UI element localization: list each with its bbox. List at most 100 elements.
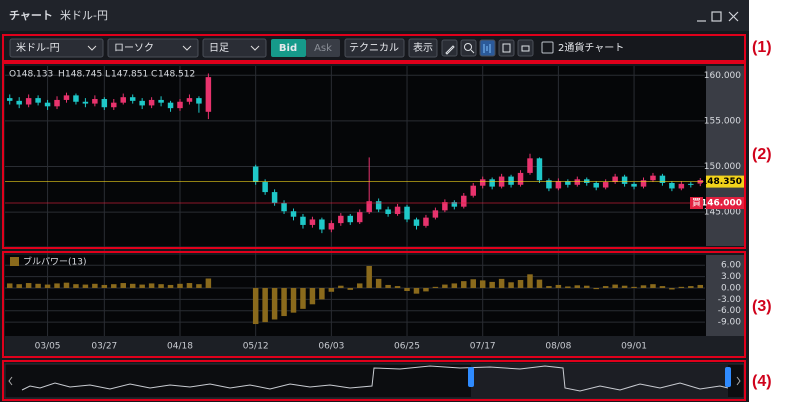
bar: [101, 284, 108, 288]
candle-body: [25, 98, 32, 105]
candle-body: [101, 99, 108, 108]
dual-chart-checkbox[interactable]: [541, 41, 554, 54]
ohlc-label: L: [105, 70, 110, 80]
bar: [186, 283, 193, 288]
candle-body: [120, 97, 126, 103]
style-text: ローソク: [114, 42, 154, 54]
window-controls[interactable]: [697, 11, 739, 22]
candle-body: [612, 176, 618, 183]
bar: [517, 280, 524, 288]
candle-body: [394, 206, 401, 214]
navigator-window[interactable]: [471, 365, 728, 397]
maximize[interactable]: [711, 11, 722, 22]
toolbar: 米ドル-円 ローソク 日足 Bid Ask テクニカル 表示 2: [9, 38, 624, 58]
y-tick-label: 155.000: [704, 116, 741, 126]
display-button[interactable]: [408, 38, 438, 58]
y-tick-label: -3.00: [718, 295, 742, 305]
ohlc-label: O: [9, 70, 16, 80]
print-tool[interactable]: [517, 39, 534, 57]
candle-body: [300, 216, 306, 225]
bar: [442, 284, 448, 288]
ohlc-label: H: [58, 70, 65, 80]
style-select[interactable]: [107, 38, 199, 58]
ask-button[interactable]: [306, 39, 340, 57]
bar: [73, 284, 79, 288]
candle-body: [356, 212, 363, 223]
candle-body: [517, 172, 524, 185]
window-subtitle: 米ドル-円: [60, 9, 108, 22]
candle-body: [366, 201, 372, 213]
candle-body: [669, 182, 675, 189]
y-tick-label: -9.00: [718, 318, 742, 328]
bar: [669, 287, 675, 290]
candle-body: [688, 183, 694, 185]
ohlc-value: 148.133: [16, 70, 53, 80]
technical-button[interactable]: [344, 38, 405, 58]
bar: [451, 283, 458, 288]
save-tool[interactable]: [498, 39, 515, 57]
ohlc-value: 148.512: [158, 70, 195, 80]
candle-body: [196, 98, 202, 104]
bar: [262, 287, 268, 323]
candle-body: [479, 179, 486, 186]
bar: [25, 283, 32, 288]
navigator-handle-left[interactable]: [468, 367, 474, 387]
candle-body: [35, 98, 41, 103]
x-tick-label: 06/25: [394, 342, 420, 352]
bar: [111, 284, 117, 288]
bar: [650, 284, 656, 288]
annotation-label: (1): [752, 39, 772, 56]
bar: [461, 281, 467, 288]
navigator-right-arrow[interactable]: [736, 376, 741, 386]
x-tick-label: 09/01: [621, 342, 647, 352]
candle-body: [177, 101, 183, 109]
zoom-tool[interactable]: [460, 39, 477, 57]
navigator-line: [21, 365, 729, 392]
candle-body: [328, 223, 335, 230]
draw-tool[interactable]: [441, 39, 458, 57]
bar: [593, 287, 599, 290]
bar: [281, 287, 287, 317]
navigator-left-arrow[interactable]: [8, 376, 13, 386]
annotation-box: [2, 34, 746, 62]
y-tick-label: 145.000: [704, 208, 741, 218]
bid-text: Bid: [279, 43, 297, 54]
chevron: [250, 45, 260, 51]
bar: [536, 279, 543, 288]
bar: [148, 283, 155, 288]
candle-body: [158, 99, 164, 103]
candle-body: [650, 175, 656, 181]
candle-body: [423, 217, 429, 226]
navigator-handle-right[interactable]: [725, 367, 731, 387]
ohlc-value: 147.851: [111, 70, 148, 80]
bar: [44, 284, 51, 288]
cross-glyph: [483, 44, 491, 53]
bar: [82, 284, 89, 288]
bar: [470, 279, 476, 288]
candle-body: [461, 195, 467, 207]
order-tag-label: 買: [692, 198, 701, 209]
candle-body: [44, 102, 51, 107]
candle-body: [54, 99, 60, 107]
zoom-glyph: [470, 49, 475, 54]
icon-glyphs: [445, 43, 530, 55]
candle-body: [309, 219, 316, 225]
candle-body: [205, 77, 212, 112]
symbol-select[interactable]: [9, 38, 104, 58]
bar: [697, 284, 704, 288]
bar: [385, 284, 391, 288]
bid-button[interactable]: [271, 39, 306, 57]
navigator: [4, 363, 745, 399]
bar: [527, 274, 533, 288]
price-tag: [706, 197, 744, 210]
timeframe-select[interactable]: [202, 38, 267, 58]
x-tick-label: 05/12: [243, 342, 269, 352]
bar: [338, 285, 344, 288]
bar: [309, 287, 316, 305]
price-tag-label: 146.000: [701, 199, 742, 209]
price-tag: [706, 175, 744, 188]
close[interactable]: [728, 11, 739, 22]
bar: [290, 287, 297, 313]
bar: [167, 284, 174, 288]
bar: [432, 286, 439, 288]
